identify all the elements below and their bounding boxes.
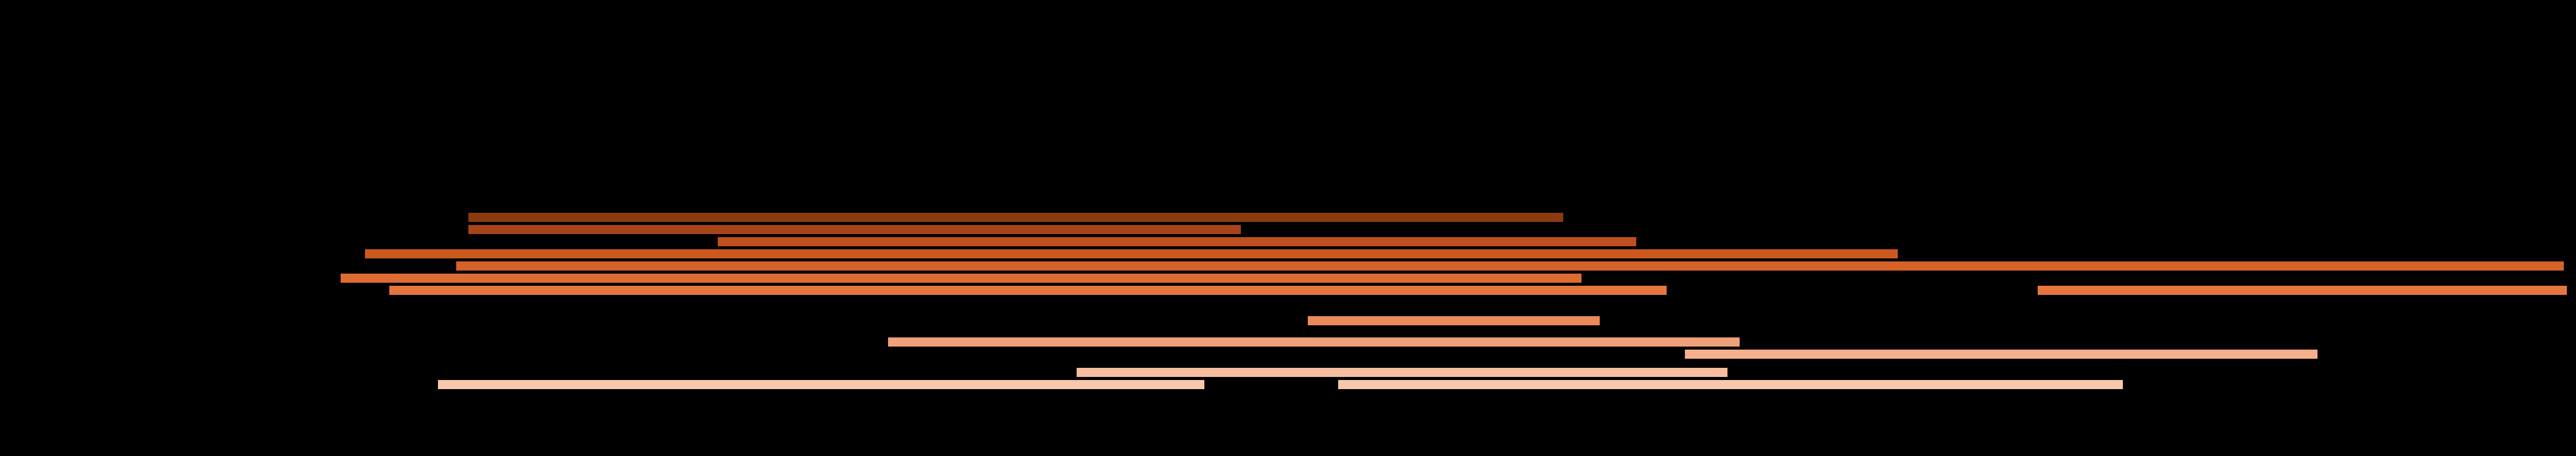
chart-bar [718, 237, 1636, 246]
chart-bar [341, 274, 1581, 283]
chart-bar [1077, 368, 1727, 377]
chart-bar [389, 286, 1667, 295]
chart-bar [438, 380, 1204, 389]
chart-bar [1338, 380, 2123, 389]
chart-bar [468, 213, 1563, 222]
chart-bar [468, 225, 1241, 234]
gantt-chart [0, 0, 2576, 456]
chart-bar [2038, 286, 2567, 295]
chart-bar [1685, 350, 2317, 359]
chart-bar [1399, 261, 2564, 271]
chart-bar [365, 249, 1898, 258]
chart-bar [888, 337, 1740, 347]
chart-bar [1308, 316, 1600, 325]
